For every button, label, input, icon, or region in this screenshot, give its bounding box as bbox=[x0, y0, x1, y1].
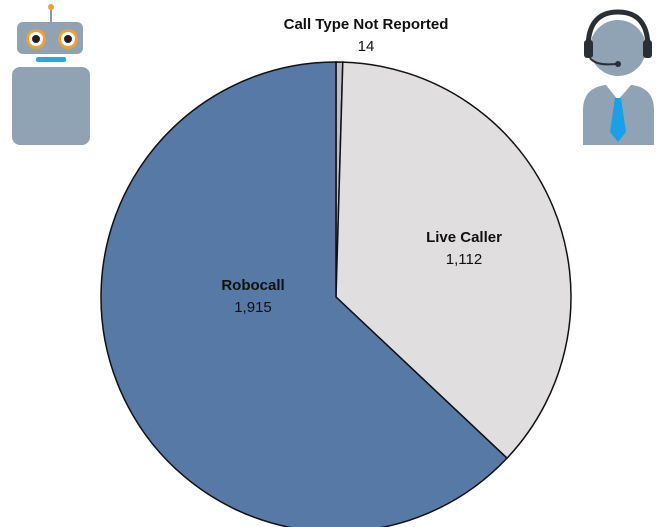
slice-label: Live Caller bbox=[426, 229, 502, 246]
slice-label: Robocall bbox=[221, 277, 284, 294]
pie-slice bbox=[100, 61, 509, 527]
slice-value: 1,915 bbox=[234, 299, 272, 316]
slice-label: Call Type Not Reported bbox=[284, 16, 449, 33]
slice-value: 1,112 bbox=[446, 251, 482, 268]
slice-value: 14 bbox=[358, 38, 375, 55]
operator-icon bbox=[583, 9, 654, 145]
pie-slice bbox=[335, 61, 572, 460]
robot-icon bbox=[12, 4, 90, 145]
